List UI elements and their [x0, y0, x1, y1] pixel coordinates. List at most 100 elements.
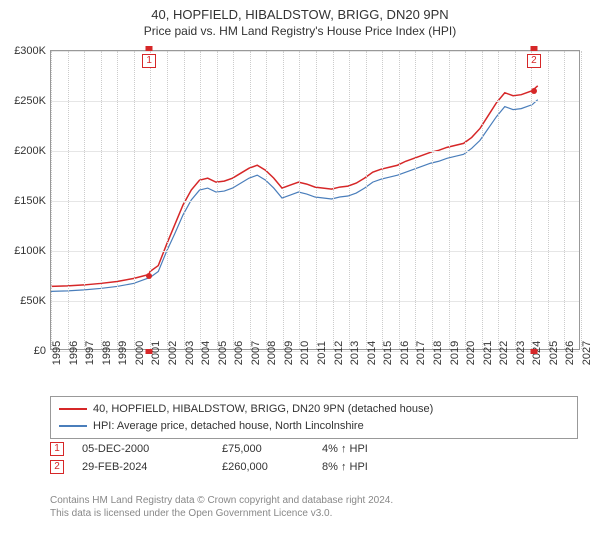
gridline-horizontal [51, 251, 579, 252]
y-axis-tick-label: £100K [14, 245, 46, 257]
y-axis-tick-label: £300K [14, 45, 46, 57]
gridline-vertical [498, 51, 499, 349]
gridline-vertical [564, 51, 565, 349]
x-axis-tick-label: 2013 [349, 341, 361, 365]
legend-box: 40, HOPFIELD, HIBALDSTOW, BRIGG, DN20 9P… [50, 396, 578, 439]
gridline-vertical [515, 51, 516, 349]
y-axis-tick-label: £250K [14, 95, 46, 107]
gridline-vertical [233, 51, 234, 349]
y-axis-tick-label: £200K [14, 145, 46, 157]
marker-badge: 2 [527, 54, 541, 68]
footer-text: Contains HM Land Registry data © Crown c… [50, 494, 393, 520]
chart-container: 40, HOPFIELD, HIBALDSTOW, BRIGG, DN20 9P… [0, 0, 600, 560]
legend-label: HPI: Average price, detached house, Nort… [93, 418, 364, 435]
marker-badge: 1 [142, 54, 156, 68]
gridline-vertical [134, 51, 135, 349]
y-axis-tick-label: £150K [14, 195, 46, 207]
gridline-vertical [150, 51, 151, 349]
footer-line: This data is licensed under the Open Gov… [50, 507, 393, 520]
gridline-vertical [548, 51, 549, 349]
gridline-vertical [51, 51, 52, 349]
gridline-vertical [101, 51, 102, 349]
chart-subtitle: Price paid vs. HM Land Registry's House … [0, 24, 600, 44]
gridline-vertical [283, 51, 284, 349]
x-axis-tick-label: 2025 [548, 341, 560, 365]
x-axis-tick-label: 2026 [564, 341, 576, 365]
gridline-vertical [432, 51, 433, 349]
x-axis-tick-label: 2014 [366, 341, 378, 365]
series-svg [51, 51, 579, 349]
x-axis-tick-label: 1995 [51, 341, 63, 365]
x-axis-tick-label: 2016 [399, 341, 411, 365]
x-axis-tick-label: 2006 [233, 341, 245, 365]
gridline-vertical [184, 51, 185, 349]
gridline-vertical [333, 51, 334, 349]
sale-date: 29-FEB-2024 [82, 461, 222, 473]
gridline-vertical [84, 51, 85, 349]
x-axis-tick-label: 1999 [117, 341, 129, 365]
sale-price: £75,000 [222, 443, 322, 455]
gridline-horizontal [51, 301, 579, 302]
x-axis-tick-label: 2002 [167, 341, 179, 365]
gridline-vertical [581, 51, 582, 349]
y-axis-tick-label: £50K [20, 295, 46, 307]
chart-title: 40, HOPFIELD, HIBALDSTOW, BRIGG, DN20 9P… [0, 0, 600, 24]
gridline-vertical [217, 51, 218, 349]
sales-table: 105-DEC-2000£75,0004% ↑ HPI 2 29-FEB-2024£… [50, 442, 442, 478]
gridline-vertical [415, 51, 416, 349]
x-axis-tick-label: 2021 [482, 341, 494, 365]
gridline-vertical [200, 51, 201, 349]
x-axis-tick-label: 2027 [581, 341, 593, 365]
x-axis-tick-label: 2015 [382, 341, 394, 365]
legend-item: 40, HOPFIELD, HIBALDSTOW, BRIGG, DN20 9P… [59, 401, 569, 418]
gridline-vertical [449, 51, 450, 349]
x-axis-tick-label: 2017 [415, 341, 427, 365]
marker-bottom-indicator [146, 349, 153, 354]
gridline-vertical [366, 51, 367, 349]
marker-top-indicator [530, 46, 537, 51]
gridline-horizontal [51, 51, 579, 52]
x-axis-tick-label: 2004 [200, 341, 212, 365]
x-axis-tick-label: 2019 [449, 341, 461, 365]
x-axis-tick-label: 1997 [84, 341, 96, 365]
x-axis-tick-label: 2007 [250, 341, 262, 365]
x-axis-tick-label: 2005 [217, 341, 229, 365]
gridline-vertical [117, 51, 118, 349]
gridline-vertical [266, 51, 267, 349]
gridline-horizontal [51, 151, 579, 152]
x-axis-tick-label: 2009 [283, 341, 295, 365]
x-axis-tick-label: 2022 [498, 341, 510, 365]
gridline-vertical [382, 51, 383, 349]
gridline-horizontal [51, 101, 579, 102]
footer-line: Contains HM Land Registry data © Crown c… [50, 494, 393, 507]
x-axis-tick-label: 2012 [333, 341, 345, 365]
marker-bottom-indicator [530, 349, 537, 354]
marker-dot [531, 88, 537, 94]
gridline-vertical [250, 51, 251, 349]
x-axis-tick-label: 2008 [266, 341, 278, 365]
plot-area: £0£50K£100K£150K£200K£250K£300K199519961… [50, 50, 580, 350]
sale-pct-vs-hpi: 8% ↑ HPI [322, 461, 442, 473]
sale-row: 2 29-FEB-2024£260,0008% ↑ HPI [50, 460, 442, 474]
gridline-vertical [299, 51, 300, 349]
sale-badge: 1 [50, 442, 64, 456]
gridline-vertical [349, 51, 350, 349]
x-axis-tick-label: 2018 [432, 341, 444, 365]
gridline-vertical [68, 51, 69, 349]
gridline-vertical [399, 51, 400, 349]
y-axis-tick-label: £0 [34, 345, 46, 357]
gridline-vertical [316, 51, 317, 349]
x-axis-tick-label: 2011 [316, 341, 328, 365]
sale-badge: 2 [50, 460, 64, 474]
gridline-vertical [482, 51, 483, 349]
x-axis-tick-label: 1998 [101, 341, 113, 365]
gridline-vertical [167, 51, 168, 349]
x-axis-tick-label: 2000 [134, 341, 146, 365]
x-axis-tick-label: 1996 [68, 341, 80, 365]
sale-row: 105-DEC-2000£75,0004% ↑ HPI [50, 442, 442, 456]
x-axis-tick-label: 2020 [465, 341, 477, 365]
sale-price: £260,000 [222, 461, 322, 473]
gridline-vertical [531, 51, 532, 349]
legend-item: HPI: Average price, detached house, Nort… [59, 418, 569, 435]
legend-label: 40, HOPFIELD, HIBALDSTOW, BRIGG, DN20 9P… [93, 401, 433, 418]
